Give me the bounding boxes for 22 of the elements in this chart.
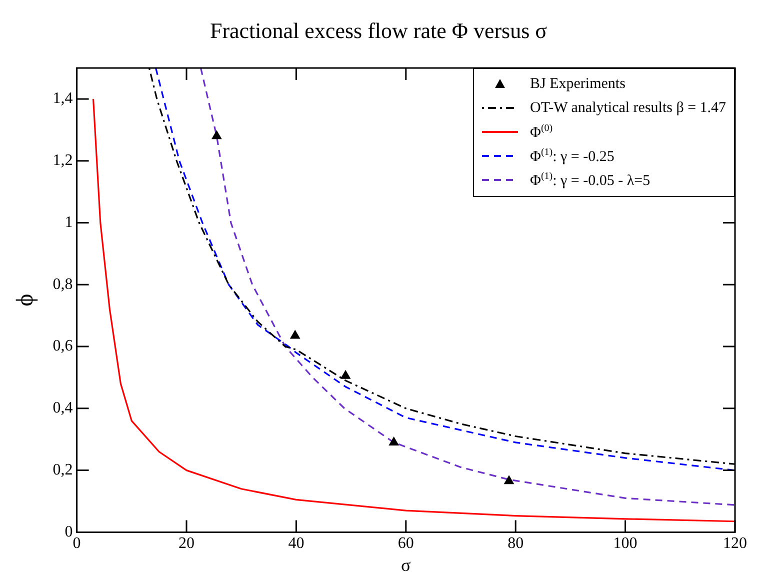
- x-tick-label: 100: [613, 535, 638, 552]
- y-tick-label: 0,6: [52, 338, 73, 355]
- legend-label: Φ$^{(0)}$: [530, 122, 553, 142]
- x-tick-label: 60: [398, 535, 414, 552]
- legend-label: OT-W analytical results β = 1.47: [530, 100, 726, 116]
- x-tick-label: 40: [288, 535, 304, 552]
- x-tick-label: 20: [178, 535, 194, 552]
- chart-title: Fractional excess flow rate Φ versus σ: [208, 18, 548, 44]
- y-tick-label: 1,2: [52, 152, 73, 170]
- legend-label: BJ Experiments: [530, 76, 626, 92]
- legend-label: Φ$^{(1)}$: γ = -0.05 - λ=5: [530, 170, 650, 190]
- y-tick-label: 0: [64, 523, 73, 540]
- y-tick-label: 0,8: [52, 276, 73, 293]
- y-tick-label: 0,2: [52, 462, 73, 479]
- y-tick-label: 1,4: [52, 90, 73, 108]
- y-tick-label: 1: [64, 214, 73, 231]
- x-axis-title: σ: [401, 554, 412, 575]
- y-tick-label: 0,4: [52, 400, 73, 417]
- x-tick-label: 120: [723, 535, 747, 552]
- x-tick-label: 80: [508, 535, 524, 552]
- y-axis-title: ϕ: [12, 294, 39, 306]
- legend-label: Φ$^{(1)}$: γ = -0.25: [530, 146, 614, 166]
